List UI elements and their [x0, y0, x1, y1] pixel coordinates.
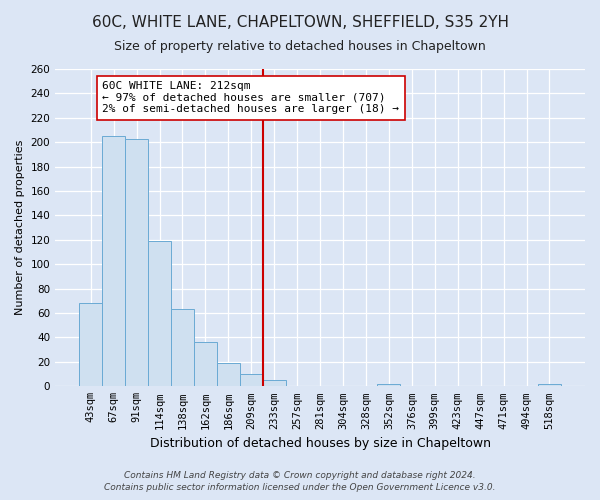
Bar [125, 138, 148, 386]
Bar [79, 304, 102, 386]
X-axis label: Distribution of detached houses by size in Chapeltown: Distribution of detached houses by size … [149, 437, 491, 450]
Bar [194, 342, 217, 386]
Bar [102, 136, 125, 386]
Text: 60C, WHITE LANE, CHAPELTOWN, SHEFFIELD, S35 2YH: 60C, WHITE LANE, CHAPELTOWN, SHEFFIELD, … [91, 15, 509, 30]
Y-axis label: Number of detached properties: Number of detached properties [15, 140, 25, 316]
Text: Size of property relative to detached houses in Chapeltown: Size of property relative to detached ho… [114, 40, 486, 53]
Bar [263, 380, 286, 386]
Bar [240, 374, 263, 386]
Bar [171, 310, 194, 386]
Bar [538, 384, 561, 386]
Text: Contains HM Land Registry data © Crown copyright and database right 2024.
Contai: Contains HM Land Registry data © Crown c… [104, 471, 496, 492]
Bar [217, 363, 240, 386]
Text: 60C WHITE LANE: 212sqm
← 97% of detached houses are smaller (707)
2% of semi-det: 60C WHITE LANE: 212sqm ← 97% of detached… [102, 81, 399, 114]
Bar [148, 241, 171, 386]
Bar [377, 384, 400, 386]
